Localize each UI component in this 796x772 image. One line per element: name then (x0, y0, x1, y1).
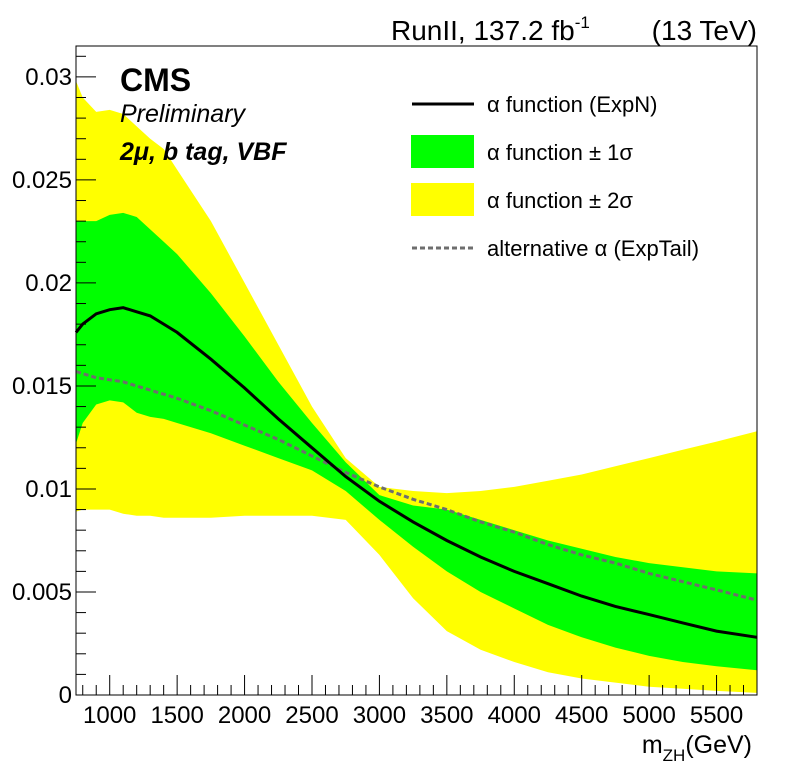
y-tick-label: 0.03 (25, 64, 72, 91)
y-tick-label: 0.02 (25, 270, 72, 297)
legend-label: α function ± 1σ (487, 140, 633, 165)
x-tick-label: 1500 (150, 702, 203, 729)
x-tick-label: 1000 (83, 702, 136, 729)
energy-label: (13 TeV) (652, 15, 757, 46)
legend-label: α function (ExpN) (487, 92, 657, 117)
x-tick-label: 3500 (420, 702, 473, 729)
x-axis-label-main: m (642, 731, 663, 759)
legend-entry-nominal: α function (ExpN) (412, 92, 657, 117)
luminosity-unit-superscript: -1 (575, 13, 590, 32)
x-tick-label: 3000 (353, 702, 406, 729)
legend-entry-two_sigma: α function ± 2σ (411, 183, 633, 216)
legend: α function (ExpN) α function ± 1σ α functi… (411, 92, 699, 261)
x-tick-label: 4500 (555, 702, 608, 729)
luminosity-label: RunII, 137.2 fb-1 (391, 13, 590, 46)
preliminary-label: Preliminary (120, 100, 247, 128)
legend-swatch-box (411, 183, 474, 216)
x-axis-label-sub: ZH (663, 746, 686, 765)
cms-label: CMS (120, 62, 191, 98)
legend-entry-alternative: alternative α (ExpTail) (412, 236, 699, 261)
y-tick-label: 0.01 (25, 476, 72, 503)
x-axis-label: mZH(GeV) (642, 731, 752, 765)
x-tick-label: 2500 (285, 702, 338, 729)
y-tick-label: 0.015 (12, 373, 72, 400)
y-tick-label: 0 (59, 682, 72, 709)
legend-label: α function ± 2σ (487, 188, 633, 213)
luminosity-text: RunII, 137.2 fb (391, 15, 575, 46)
category-label: 2μ, b tag, VBF (119, 138, 287, 166)
cms-labels: CMS Preliminary 2μ, b tag, VBF (119, 62, 287, 166)
legend-label: alternative α (ExpTail) (487, 236, 699, 261)
x-axis-label-unit: (GeV) (685, 731, 752, 759)
y-tick-label: 0.025 (12, 167, 72, 194)
chart-header: RunII, 137.2 fb-1 (13 TeV) (391, 13, 757, 46)
y-tick-label: 0.005 (12, 579, 72, 606)
x-tick-label: 2000 (218, 702, 271, 729)
legend-swatch-box (411, 135, 474, 168)
x-tick-label: 5000 (622, 702, 675, 729)
legend-entry-one_sigma: α function ± 1σ (411, 135, 633, 168)
x-tick-label: 4000 (488, 702, 541, 729)
uncertainty-bands (76, 81, 757, 693)
x-tick-label: 5500 (690, 702, 743, 729)
